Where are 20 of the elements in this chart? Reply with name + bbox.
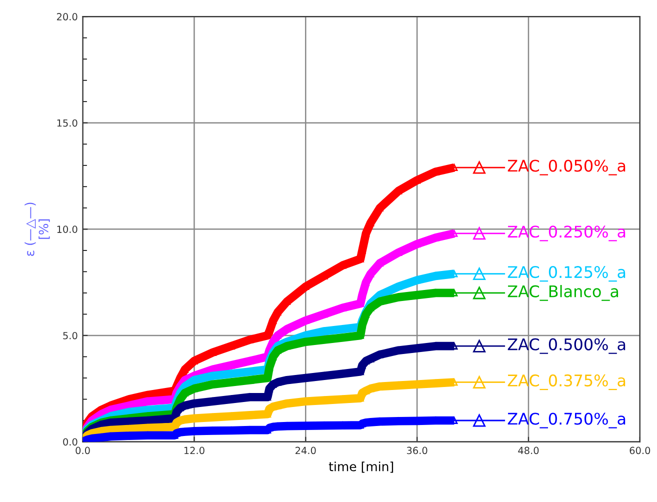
x-tick-label: 0.0 (76, 446, 90, 454)
legend-label: ZAC_0.500%_a (508, 338, 626, 354)
x-tick-label: 36.0 (406, 446, 428, 454)
y-tick-label: 0.0 (63, 438, 78, 446)
legend-label: ZAC_0.375%_a (508, 374, 626, 390)
y-tick-label: 15.0 (57, 119, 78, 127)
y-tick-label: 20.0 (56, 13, 78, 20)
x-axis-title: time [min] (328, 462, 394, 473)
y-axis-title: ε (—△—) [%] (24, 202, 50, 256)
legend-label: ZAC_0.050%_a (508, 160, 626, 176)
y-tick-label: 5.0 (63, 332, 78, 340)
y-tick-label: 10.0 (57, 226, 78, 233)
legend-label: ZAC_0.750%_a (508, 412, 626, 428)
x-tick-label: 12.0 (184, 446, 204, 454)
x-tick-label: 60.0 (630, 446, 650, 454)
x-tick-label: 48.0 (518, 446, 539, 454)
legend-label: ZAC_0.250%_a (508, 226, 626, 242)
x-tick-label: 24.0 (296, 446, 316, 454)
legend-label: ZAC_Blanco_a (508, 284, 618, 301)
legend-label: ZAC_0.125%_a (508, 266, 626, 282)
